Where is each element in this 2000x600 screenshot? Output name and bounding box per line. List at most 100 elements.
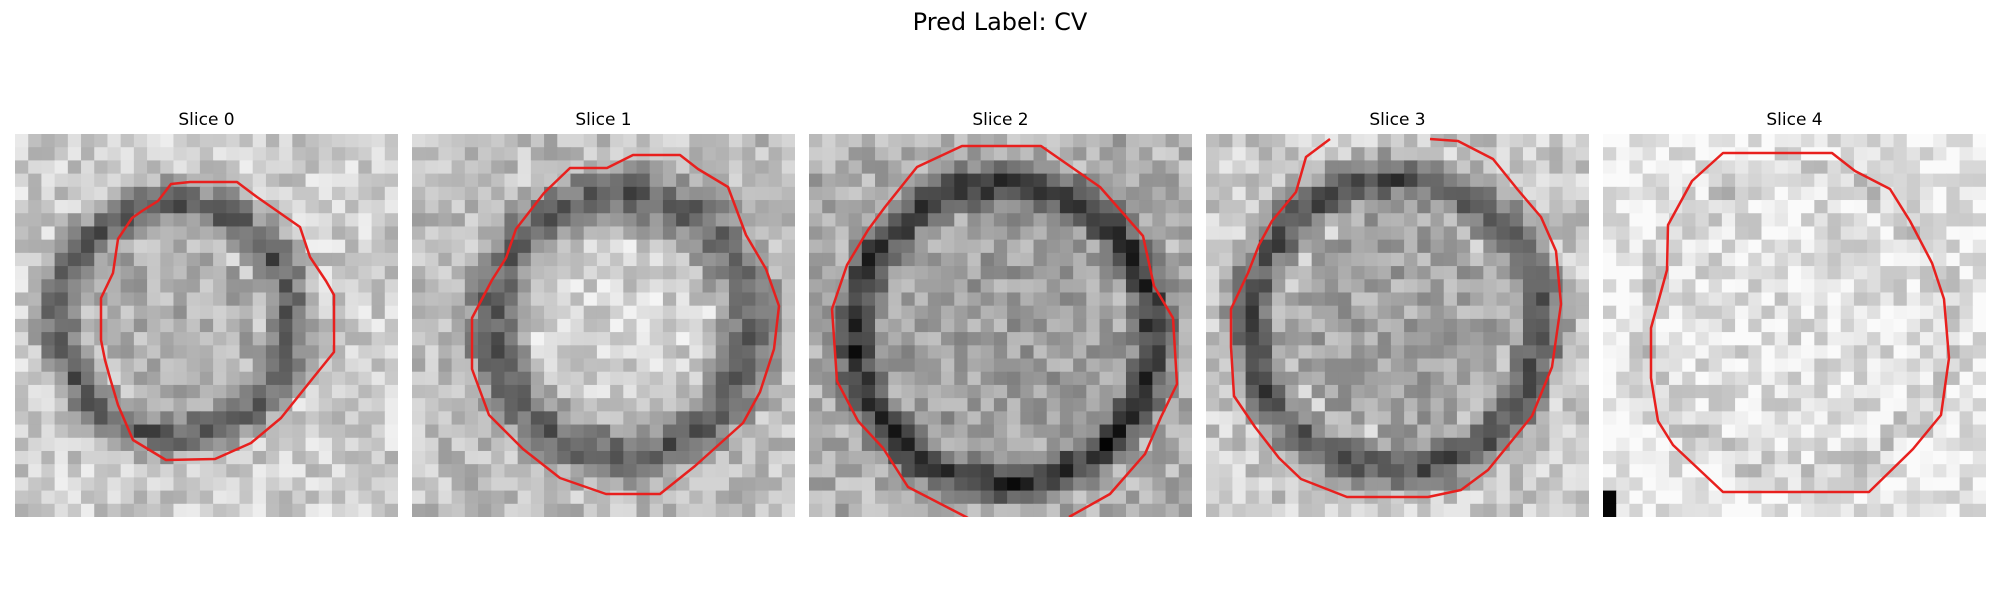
pixel	[1338, 226, 1352, 241]
pixel	[1880, 252, 1895, 267]
pixel	[980, 147, 995, 162]
pixel	[980, 160, 995, 175]
pixel	[252, 358, 267, 373]
pixel	[358, 186, 373, 201]
pixel	[1867, 292, 1881, 307]
pixel	[1919, 160, 1934, 175]
pixel	[861, 147, 876, 162]
pixel	[67, 490, 82, 505]
pixel	[1721, 477, 1736, 492]
pixel	[1774, 279, 1789, 294]
pixel	[305, 450, 320, 465]
pixel	[1046, 503, 1061, 517]
pixel	[1748, 266, 1763, 280]
pixel	[464, 200, 479, 214]
pixel	[279, 345, 293, 360]
pixel	[265, 424, 280, 439]
pixel	[1880, 384, 1895, 399]
pixel	[81, 213, 95, 228]
pixel	[28, 279, 43, 294]
pixel	[1112, 134, 1127, 148]
pixel	[822, 279, 837, 294]
pixel	[1483, 332, 1498, 346]
pixel	[265, 226, 280, 241]
pixel	[1840, 173, 1855, 188]
pixel	[1404, 186, 1418, 201]
pixel	[570, 213, 585, 228]
pixel	[623, 134, 638, 148]
pixel	[28, 450, 43, 465]
pixel	[1430, 411, 1445, 426]
pixel	[1695, 371, 1710, 386]
pixel	[292, 173, 307, 188]
pixel	[1522, 450, 1537, 465]
pixel	[160, 424, 175, 439]
pixel	[835, 239, 850, 254]
pixel	[781, 266, 795, 280]
pixel	[464, 226, 479, 241]
pixel	[1483, 345, 1498, 360]
pixel	[1840, 490, 1855, 505]
pixel	[1840, 305, 1855, 320]
pixel	[28, 464, 43, 478]
pixel	[1616, 266, 1631, 280]
pixel	[927, 332, 942, 346]
pixel	[1470, 266, 1484, 280]
pixel	[1629, 239, 1644, 254]
pixel	[888, 173, 903, 188]
pixel	[1417, 477, 1432, 492]
pixel	[1007, 134, 1021, 148]
pixel	[478, 437, 492, 452]
pixel	[1748, 450, 1763, 465]
pixel	[1669, 345, 1683, 360]
pixel	[848, 477, 863, 492]
pixel	[728, 134, 743, 148]
pixel	[54, 384, 69, 399]
pixel	[160, 398, 175, 412]
pixel	[768, 173, 783, 188]
pixel	[1669, 160, 1683, 175]
pixel	[1139, 424, 1153, 439]
pixel	[967, 134, 982, 148]
pixel	[305, 160, 320, 175]
pixel	[1470, 398, 1484, 412]
pixel	[702, 279, 717, 294]
pixel	[1827, 424, 1842, 439]
pixel	[1748, 424, 1763, 439]
pixel	[1562, 226, 1577, 241]
pixel	[1761, 345, 1776, 360]
pixel	[1443, 464, 1458, 478]
pixel	[1417, 358, 1432, 373]
pixel	[265, 450, 280, 465]
pixel	[1616, 345, 1631, 360]
pixel	[662, 424, 677, 439]
pixel	[1682, 239, 1697, 254]
pixel	[649, 477, 664, 492]
pixel	[861, 398, 876, 412]
pixel	[1258, 305, 1273, 320]
pixel	[133, 464, 148, 478]
pixel	[649, 160, 664, 175]
pixel	[1536, 252, 1550, 267]
pixel	[292, 318, 307, 333]
pixel	[54, 503, 69, 517]
pixel	[715, 358, 730, 373]
pixel	[318, 398, 333, 412]
pixel	[425, 345, 440, 360]
pixel	[292, 464, 307, 478]
pixel	[1959, 371, 1974, 386]
pixel	[438, 345, 453, 360]
pixel	[875, 226, 889, 241]
pixel	[1867, 384, 1881, 399]
pixel	[147, 134, 161, 148]
pixel	[1536, 358, 1550, 373]
pixel	[993, 411, 1008, 426]
pixel	[1787, 398, 1802, 412]
pixel	[345, 252, 359, 267]
pixel	[451, 490, 466, 505]
pixel	[1311, 503, 1326, 517]
pixel	[1787, 173, 1802, 188]
pixel	[517, 490, 532, 505]
pixel	[226, 411, 241, 426]
pixel	[1972, 160, 1986, 175]
